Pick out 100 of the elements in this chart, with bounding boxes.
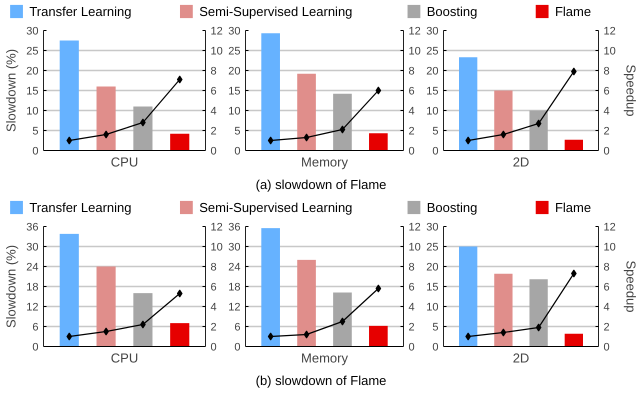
point [268,332,274,340]
y-tick-label: 10 [228,106,241,118]
y2-tick-label: 12 [210,222,223,234]
y-tick-label: 5 [32,126,39,138]
y2-tick-label: 6 [604,282,610,294]
point [304,134,310,142]
y2-tick-label: 4 [210,106,217,118]
y2-tick-label: 0 [210,342,217,354]
point [66,332,72,340]
y2-tick-label: 12 [210,26,223,38]
y-tick-label: 30 [228,242,241,254]
y2-tick-label: 2 [604,126,610,138]
point [304,330,310,338]
point [571,270,577,278]
y2-tick-label: 8 [408,262,415,274]
x-axis-title: Memory [301,350,348,366]
y-tick-label: 30 [26,242,39,254]
y2-tick-label: 6 [408,282,415,294]
y2-tick-label: 8 [408,66,415,78]
y2-tick-label: 2 [604,322,610,334]
y2-tick-label: 4 [408,302,415,314]
point [571,68,577,76]
y-tick-label: 18 [26,282,39,294]
legend-label: Transfer Learning [29,200,132,215]
y-tick-label: 0 [32,342,39,354]
y-tick-label: 20 [426,262,439,274]
x-axis-title: Memory [301,154,348,170]
point [140,118,146,126]
y-tick-label: 0 [32,146,39,158]
point [500,130,506,138]
text: (a) slowdown of Flame [256,177,386,192]
point [536,324,542,332]
y2-tick-label: 12 [408,222,421,234]
y2-tick-label: 2 [408,126,415,138]
y-tick-label: 5 [432,126,439,138]
point [103,328,109,336]
y2-axis-title: Speedup [624,64,639,117]
y2-tick-label: 10 [408,46,421,58]
y2-tick-label: 10 [210,46,223,58]
legend-label: Transfer Learning [29,4,132,19]
y-tick-label: 0 [234,146,241,158]
y-tick-label: 30 [26,26,39,38]
x-axis-title: 2D [512,350,530,366]
y2-tick-label: 4 [210,302,217,314]
y-tick-label: 20 [426,66,439,78]
legend-label: Boosting [426,4,478,19]
y2-tick-label: 12 [408,26,421,38]
y2-tick-label: 6 [408,86,415,98]
y2-tick-label: 0 [604,342,610,354]
y2-axis-title: Speedup [624,260,639,313]
y-tick-label: 5 [432,322,439,334]
point [176,290,183,298]
legend-label: Flame [554,4,592,19]
y2-tick-label: 6 [210,282,217,294]
y-tick-label: 20 [228,66,241,78]
y2-tick-label: 0 [604,146,610,158]
y-tick-label: 15 [26,86,39,98]
y2-tick-label: 4 [408,106,415,118]
y2-tick-label: 0 [408,342,415,354]
y-tick-label: 10 [426,302,439,314]
y-tick-label: 6 [32,322,39,334]
point [340,318,346,326]
y-tick-label: 5 [234,126,241,138]
y2-tick-label: 10 [210,242,223,254]
text: (b) slowdown of Flame [256,373,386,388]
y-tick-label: 15 [426,86,439,98]
y-axis-title: Slowdown (%) [3,244,18,328]
y-tick-label: 10 [426,106,439,118]
y2-tick-label: 2 [408,322,415,334]
y-tick-label: 25 [26,46,39,58]
x-axis-title: CPU [110,350,138,366]
y2-tick-label: 2 [210,126,217,138]
y-tick-label: 0 [234,342,241,354]
legend-label: Semi-Supervised Learning [199,4,352,19]
y2-tick-label: 0 [210,146,217,158]
y-tick-label: 10 [26,106,39,118]
y-axis-title: Slowdown (%) [3,48,18,132]
x-axis-title: 2D [512,154,530,170]
point [536,120,542,128]
y2-tick-label: 4 [604,302,610,314]
y2-tick-label: 6 [604,86,610,98]
y-tick-label: 25 [426,242,439,254]
y-tick-label: 25 [426,46,439,58]
legend-label: Semi-Supervised Learning [199,200,352,215]
y2-tick-label: 8 [210,262,217,274]
legend-label: Boosting [426,200,478,215]
y2-tick-label: 8 [604,262,610,274]
legend-label: Flame [554,200,592,215]
y-tick-label: 24 [228,262,241,274]
y-tick-label: 20 [26,66,39,78]
y-tick-label: 12 [26,302,39,314]
y-tick-label: 18 [228,282,241,294]
point [268,136,274,144]
y-tick-label: 36 [26,222,39,234]
y-tick-label: 0 [432,342,439,354]
y2-tick-label: 10 [604,242,616,254]
y2-tick-label: 8 [604,66,610,78]
point [465,136,471,144]
y2-tick-label: 10 [408,242,421,254]
y-tick-label: 25 [228,46,241,58]
